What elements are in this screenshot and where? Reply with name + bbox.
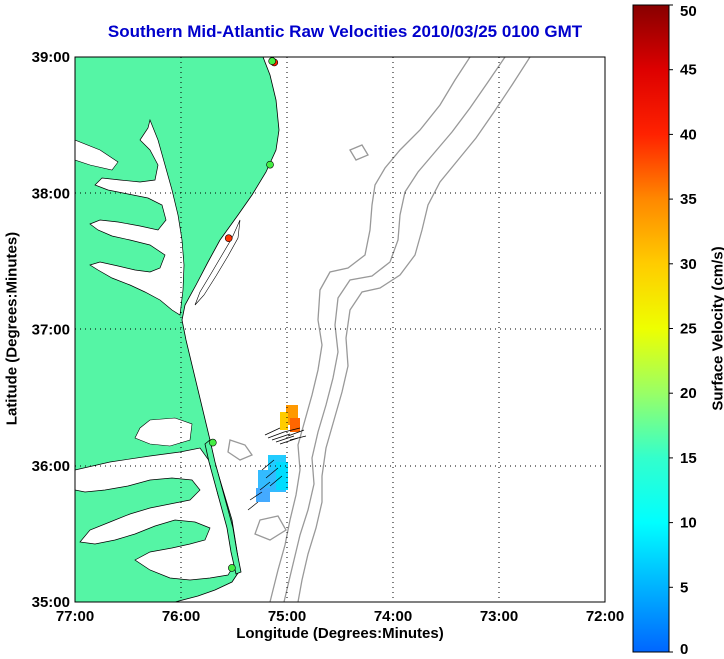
station-marker	[209, 438, 217, 447]
colorbar-tick-label: 50	[680, 3, 697, 20]
plot-frame	[74, 56, 606, 603]
y-tick-label: 37:00	[32, 322, 70, 339]
y-tick-label: 35:00	[32, 594, 70, 611]
y-tick-label: 36:00	[32, 458, 70, 475]
colorbar-tick-label: 5	[680, 579, 688, 596]
colorbar-tick-label: 40	[680, 126, 697, 143]
station-markers	[209, 57, 279, 572]
x-axis-label: Longitude (Degrees:Minutes)	[236, 625, 444, 642]
station-marker	[266, 160, 274, 169]
radial-velocities	[247, 405, 307, 511]
colorbar	[632, 4, 670, 653]
isobaths	[227, 57, 531, 602]
colorbar-tick-label: 30	[680, 256, 697, 273]
station-marker	[228, 564, 236, 572]
colorbar-tick-label: 25	[680, 321, 697, 338]
station-marker	[224, 234, 233, 243]
x-tick-label: 77:00	[56, 608, 94, 625]
sound-opening	[134, 417, 193, 447]
grid	[75, 57, 605, 602]
x-tick-label: 76:00	[162, 608, 200, 625]
x-tick-label: 73:00	[480, 608, 518, 625]
map-title: Southern Mid-Atlantic Raw Velocities 201…	[107, 22, 583, 41]
colorbar-tick-label: 45	[680, 62, 697, 79]
colorbar-tick-label: 10	[680, 515, 697, 532]
y-axis-label: Latitude (Degrees:Minutes)	[3, 231, 21, 426]
colorbar-tick-label: 20	[680, 385, 697, 402]
eastern-shore-lagoon	[194, 219, 241, 306]
x-tick-label: 72:00	[586, 608, 624, 625]
colorbar-tick-label: 0	[680, 641, 688, 658]
y-axis-ticks: 39:00 38:00 37:00 36:00 35:00	[32, 49, 70, 611]
colorbar-ticks: 0 5 10 15 20 25 30 35 40 45 50	[669, 3, 697, 658]
bay-inlet-north	[75, 139, 119, 171]
y-tick-label: 39:00	[32, 49, 70, 66]
x-axis-ticks: 77:00 76:00 75:00 74:00 73:00 72:00	[56, 608, 624, 625]
y-tick-label: 38:00	[32, 185, 70, 202]
colorbar-label: Surface Velocity (cm/s)	[709, 246, 724, 411]
outer-banks	[204, 439, 242, 575]
x-tick-label: 75:00	[268, 608, 306, 625]
x-tick-label: 74:00	[374, 608, 412, 625]
colorbar-tick-label: 35	[680, 191, 697, 208]
station-marker	[268, 57, 276, 65]
colorbar-tick-label: 15	[680, 450, 697, 467]
